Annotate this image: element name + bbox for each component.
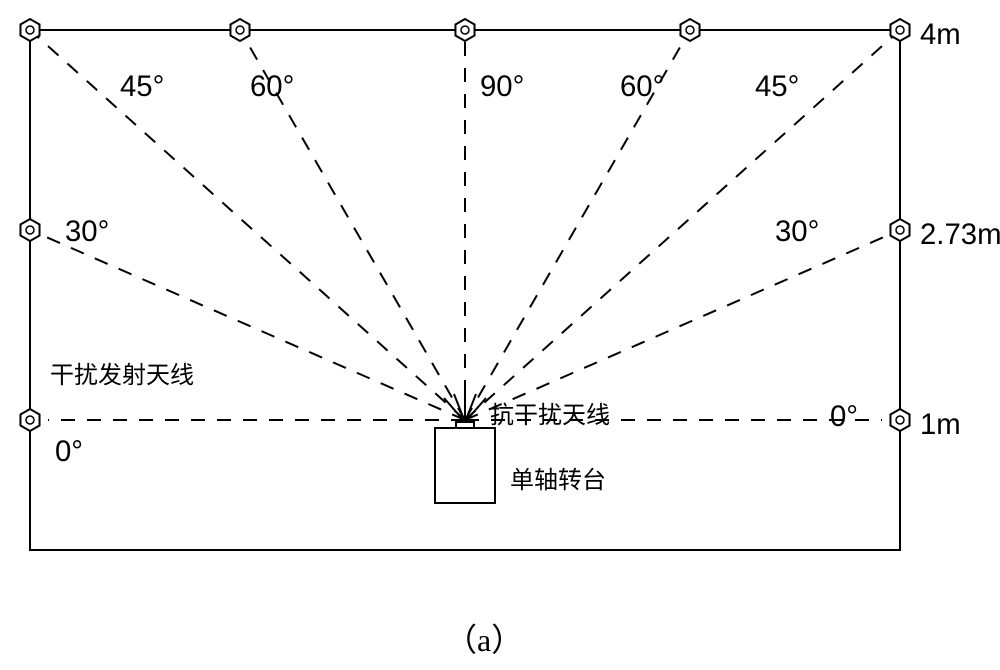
text-label-turntbl: 单轴转台 <box>510 460 606 495</box>
angle-label-a60L: 60° <box>250 70 294 104</box>
angle-label-a45R: 45° <box>755 70 799 104</box>
angle-label-a30R: 30° <box>775 215 819 249</box>
angle-label-a0R: 0° <box>830 400 858 434</box>
diagram-root: 45° 60° 90° 60° 45° 30° 30° 0° 0° 4m 2.73m 1m 干扰发射天线… <box>0 0 1000 670</box>
angle-label-a30L: 30° <box>65 215 109 249</box>
node-n6 <box>20 219 39 241</box>
ray-R45 <box>465 30 900 420</box>
node-n8 <box>20 409 39 431</box>
node-n3 <box>455 19 474 41</box>
angle-label-a60R: 60° <box>620 70 664 104</box>
text-label-rx_ant: 抗干扰天线 <box>490 395 610 430</box>
height-label-h273: 2.73m <box>920 218 1000 252</box>
angle-label-a0L: 0° <box>55 435 83 469</box>
node-n1 <box>20 19 39 41</box>
text-label-tx_ant: 干扰发射天线 <box>50 355 194 390</box>
node-n4 <box>680 19 699 41</box>
angle-label-a45L: 45° <box>120 70 164 104</box>
turntable-box <box>435 428 495 503</box>
node-n9 <box>890 409 909 431</box>
height-label-h1: 1m <box>920 408 961 442</box>
height-label-h4: 4m <box>920 18 961 52</box>
caption: （a） <box>445 615 523 661</box>
node-n7 <box>890 219 909 241</box>
angle-label-a90: 90° <box>480 70 524 104</box>
dut-antenna-base <box>456 422 474 428</box>
node-n2 <box>230 19 249 41</box>
dut-antenna-ray-0 <box>444 398 465 422</box>
node-n5 <box>890 19 909 41</box>
ray-L30 <box>30 230 465 420</box>
dut-antenna-ray-4 <box>465 398 486 422</box>
ray-R30 <box>465 230 900 420</box>
